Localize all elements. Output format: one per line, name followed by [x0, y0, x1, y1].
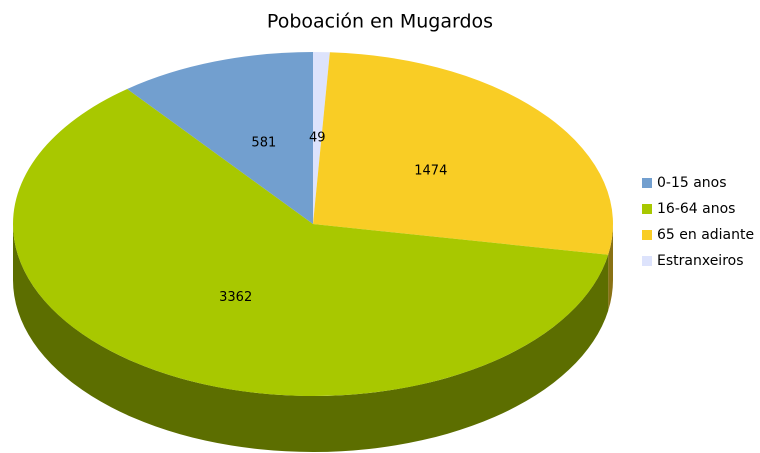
data-label: 1474 — [414, 163, 447, 178]
data-label: 49 — [309, 131, 326, 146]
legend-swatch — [642, 256, 652, 266]
legend-label: 65 en adiante — [657, 227, 754, 243]
legend-label: 16-64 anos — [657, 201, 735, 217]
data-label: 581 — [251, 135, 276, 150]
data-label: 3362 — [219, 290, 252, 305]
slice — [13, 88, 609, 396]
chart-title: Poboación en Mugardos — [267, 11, 493, 33]
slice — [127, 52, 313, 224]
slice — [313, 52, 613, 255]
slice — [313, 52, 330, 224]
legend-swatch — [642, 230, 652, 240]
legend-label: Estranxeiros — [657, 253, 744, 269]
legend-label: 0-15 anos — [657, 175, 727, 191]
slice-side — [13, 224, 609, 452]
legend-swatch — [642, 204, 652, 214]
slice-side — [608, 224, 613, 311]
legend-swatch — [642, 178, 652, 188]
